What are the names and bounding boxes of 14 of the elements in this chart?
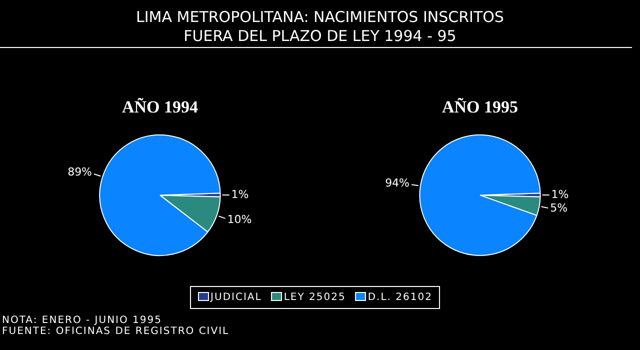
chart-title: AÑO 1994 [122, 98, 199, 117]
data-label: 1% [231, 188, 249, 201]
chart-title: AÑO 1995 [442, 98, 518, 117]
source-note: FUENTE: OFICINAS DE REGISTRO CIVIL [2, 326, 230, 337]
data-label: 5% [550, 202, 568, 215]
data-label: 89% [68, 165, 92, 178]
legend-label: D.L. 26102 [366, 292, 432, 303]
data-label: 1% [551, 188, 569, 201]
text: NOTA: ENERO - JUNIO 1995 [2, 315, 163, 326]
data-label: 94% [385, 176, 410, 190]
text: LIMA METROPOLITANA: NACIMIENTOS INSCRITOS FUERA DEL PLAZO DE LEY 1994 - 95 [135, 8, 505, 46]
data-label: 10% [227, 212, 252, 226]
legend-label: JUDICIAL [209, 292, 262, 303]
legend-label: LEY 25025 [282, 292, 346, 303]
